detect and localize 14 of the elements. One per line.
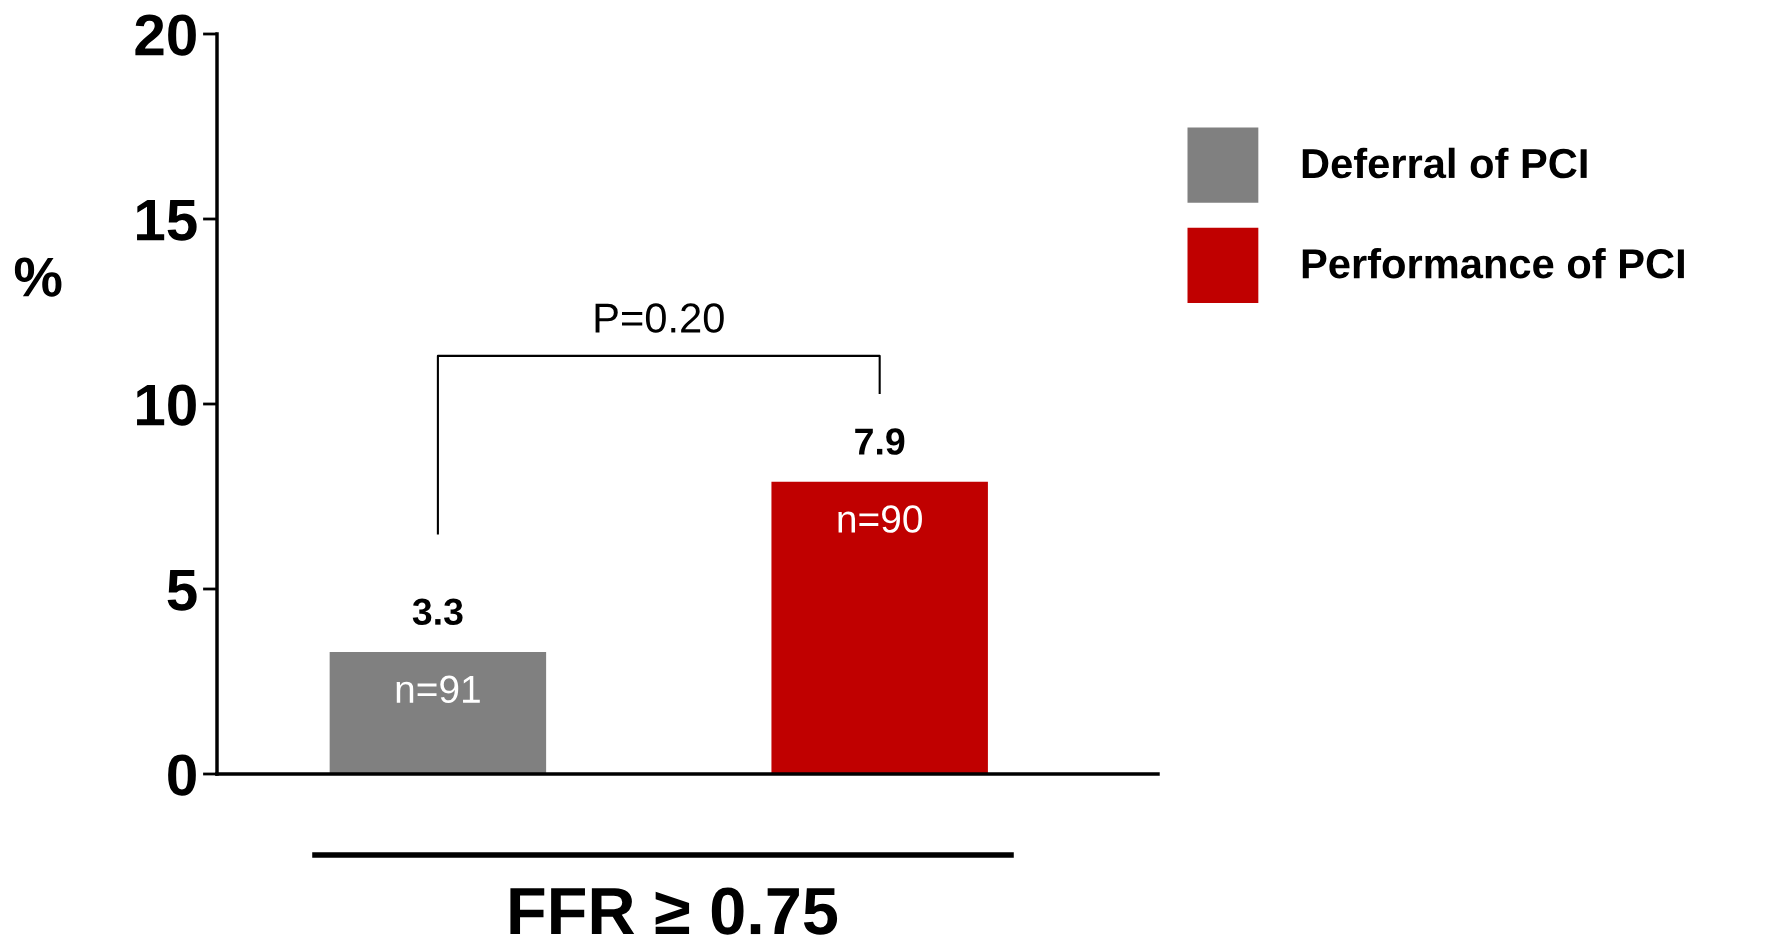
y-tick-label: 10 xyxy=(137,384,196,426)
y-axis-title: % xyxy=(14,257,62,297)
y-tick-label: 5 xyxy=(167,570,197,611)
data-label: 7.9 xyxy=(855,428,905,455)
annotation: n=90 xyxy=(838,505,922,533)
annotation: P=0.20 xyxy=(595,303,724,333)
legend-label: Performance of PCI xyxy=(1302,247,1684,279)
y-tick-label: 15 xyxy=(137,200,197,241)
y-tick-label: 0 xyxy=(168,754,196,796)
legend-label: Deferral of PCI xyxy=(1302,147,1587,179)
data-label: 3.3 xyxy=(412,598,463,626)
annotation: n=91 xyxy=(396,675,480,704)
x-axis-title: FFR ≥ 0.75 xyxy=(510,887,838,935)
y-tick-label: 20 xyxy=(135,14,196,56)
